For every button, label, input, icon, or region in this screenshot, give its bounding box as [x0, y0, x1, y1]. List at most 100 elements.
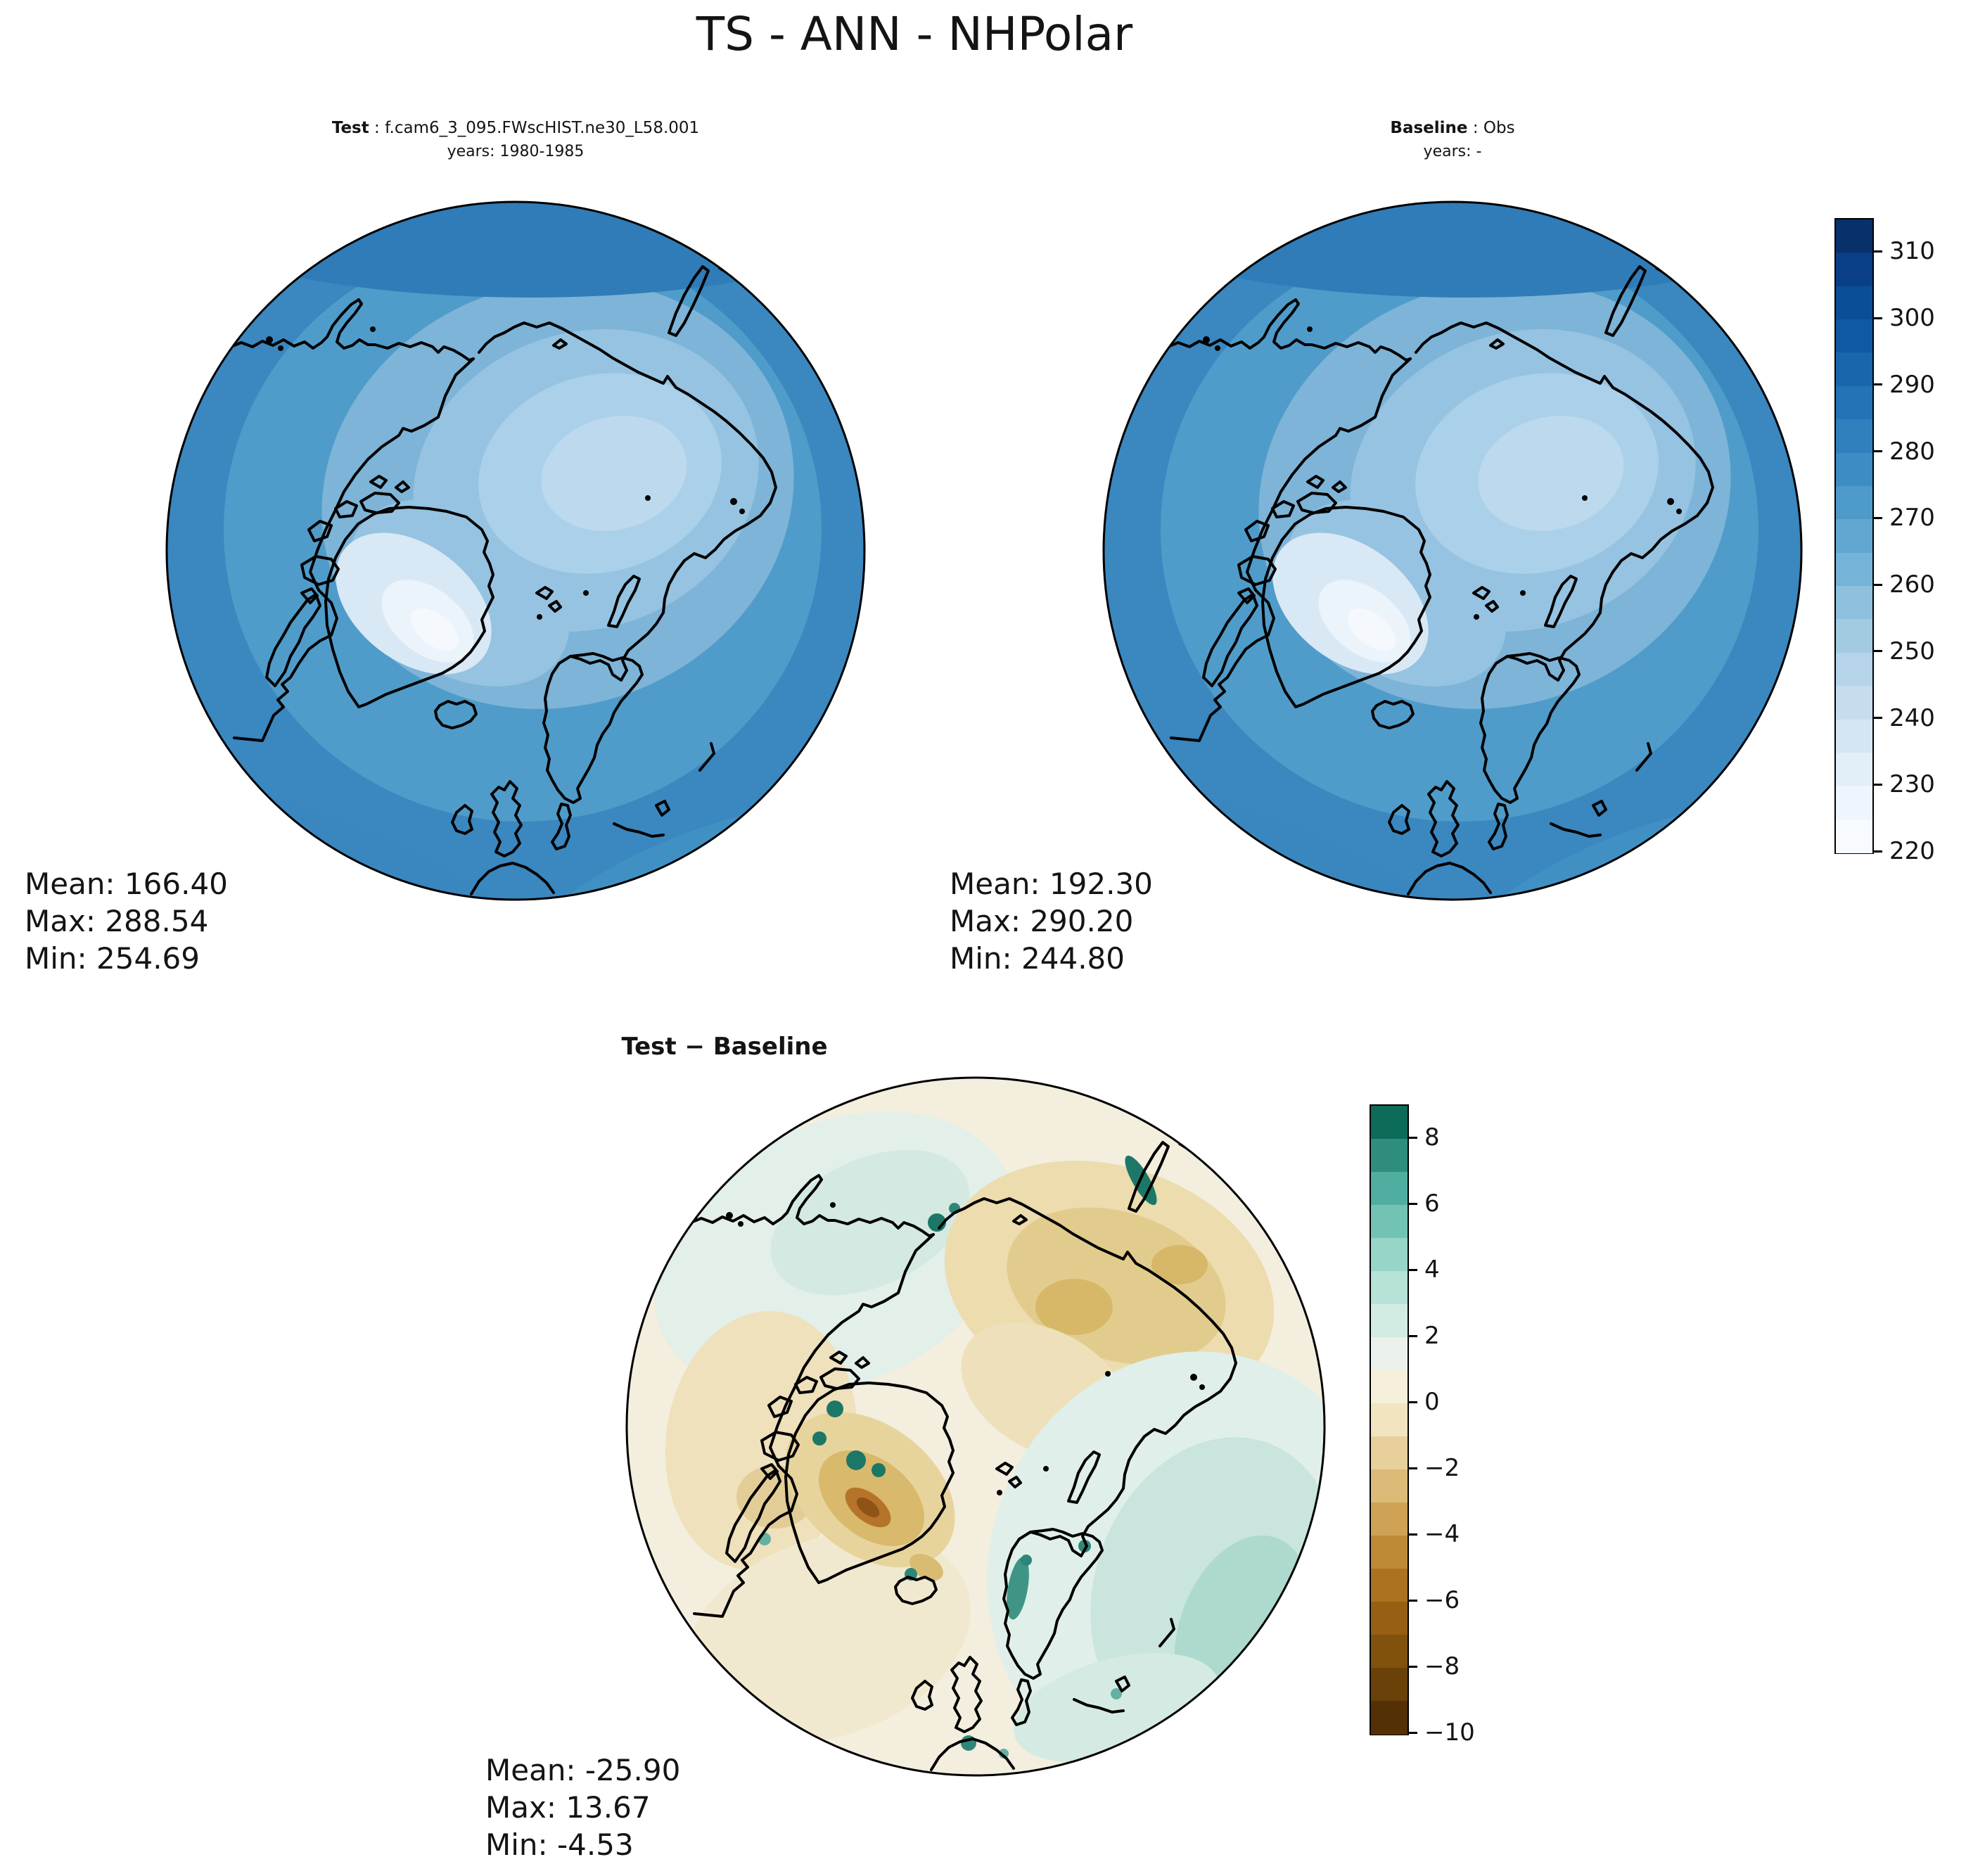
difference-colorbar-segment: [1371, 1668, 1408, 1702]
temperature-colorbar-segment: [1836, 219, 1872, 253]
difference-colorbar-tick-label: 0: [1424, 1388, 1440, 1416]
diff-stat-max: Max: 13.67: [485, 1790, 651, 1825]
temperature-colorbar-tick: [1872, 583, 1882, 586]
baseline-stat-min: Min: 244.80: [950, 941, 1125, 976]
difference-colorbar-segment: [1371, 1701, 1408, 1735]
baseline-years: years: -: [1423, 143, 1482, 160]
difference-colorbar-tick: [1408, 1400, 1417, 1403]
baseline-label: Baseline: [1390, 119, 1468, 137]
temperature-colorbar-tick: [1872, 450, 1882, 453]
baseline-stat-max: Max: 290.20: [950, 904, 1134, 938]
difference-colorbar-segment: [1371, 1238, 1408, 1272]
difference-colorbar-tick: [1408, 1533, 1417, 1536]
temperature-colorbar-segment: [1836, 619, 1872, 653]
difference-colorbar-segment: [1371, 1502, 1408, 1536]
temperature-colorbar-tick: [1872, 650, 1882, 653]
difference-colorbar-segment: [1371, 1602, 1408, 1635]
difference-colorbar-tick: [1408, 1268, 1417, 1271]
difference-colorbar-segment: [1371, 1139, 1408, 1173]
temperature-colorbar-tick-label: 250: [1889, 637, 1935, 665]
test-panel-subtitle-line1: Test : f.cam6_3_095.FWscHIST.ne30_L58.00…: [164, 117, 867, 140]
temperature-colorbar-tick: [1872, 516, 1882, 519]
difference-colorbar-tick-label: −8: [1424, 1652, 1460, 1680]
difference-colorbar-segment: [1371, 1106, 1408, 1140]
difference-colorbar-tick: [1408, 1467, 1417, 1469]
temperature-colorbar-tick-label: 240: [1889, 703, 1935, 732]
temperature-colorbar-tick: [1872, 250, 1882, 253]
temperature-colorbar-segment: [1836, 352, 1872, 387]
difference-colorbar-tick: [1408, 1599, 1417, 1602]
difference-colorbar-tick-label: −6: [1424, 1586, 1460, 1614]
difference-colorbar-segment: [1371, 1370, 1408, 1404]
temperature-colorbar-tick: [1872, 850, 1882, 853]
test-map: [164, 199, 867, 902]
temperature-colorbar-tick-label: 280: [1889, 437, 1935, 466]
difference-colorbar-segment: [1371, 1337, 1408, 1371]
test-stat-min: Min: 254.69: [25, 941, 200, 976]
difference-colorbar-bar: [1370, 1104, 1409, 1735]
temperature-colorbar-tick-label: 220: [1889, 837, 1935, 865]
figure-title: TS - ANN - NHPolar: [696, 7, 1133, 61]
test-label: Test: [331, 119, 369, 137]
difference-colorbar-segment: [1371, 1469, 1408, 1503]
temperature-colorbar-segment: [1836, 419, 1872, 454]
difference-colorbar-tick-label: −2: [1424, 1454, 1460, 1482]
difference-colorbar-segment: [1371, 1271, 1408, 1305]
temperature-colorbar-tick-label: 310: [1889, 237, 1935, 266]
temperature-colorbar-tick: [1872, 717, 1882, 720]
temperature-colorbar-tick: [1872, 383, 1882, 386]
temperature-colorbar-segment: [1836, 485, 1872, 520]
temperature-colorbar-segment: [1836, 719, 1872, 753]
test-sep: :: [369, 119, 385, 137]
difference-colorbar-segment: [1371, 1635, 1408, 1668]
temperature-colorbar-tick-label: 230: [1889, 770, 1935, 799]
test-stat-mean: Mean: 166.40: [25, 867, 228, 901]
test-run-name: f.cam6_3_095.FWscHIST.ne30_L58.001: [385, 119, 700, 137]
difference-colorbar-tick-label: −4: [1424, 1520, 1460, 1548]
difference-colorbar-tick: [1408, 1665, 1417, 1668]
temperature-colorbar-segment: [1836, 786, 1872, 820]
temperature-colorbar-tick-label: 300: [1889, 304, 1935, 333]
diff-stat-min: Min: -4.53: [485, 1827, 634, 1862]
temperature-colorbar-tick: [1872, 317, 1882, 319]
temperature-colorbar-segment: [1836, 652, 1872, 687]
temperature-colorbar-segment: [1836, 519, 1872, 554]
temperature-colorbar-segment: [1836, 319, 1872, 354]
temperature-colorbar-segment: [1836, 385, 1872, 420]
temperature-colorbar-segment: [1836, 586, 1872, 620]
difference-colorbar-segment: [1371, 1304, 1408, 1338]
difference-colorbar-segment: [1371, 1172, 1408, 1206]
test-stat-max: Max: 288.54: [25, 904, 209, 938]
baseline-panel-subtitle: Baseline : Obs years: -: [1101, 117, 1804, 163]
baseline-run-name: Obs: [1483, 119, 1515, 137]
baseline-stats: Mean: 192.30 Max: 290.20 Min: 244.80: [950, 865, 1153, 977]
difference-colorbar-tick-label: −10: [1424, 1718, 1475, 1747]
test-stats: Mean: 166.40 Max: 288.54 Min: 254.69: [25, 865, 228, 977]
diff-stat-mean: Mean: -25.90: [485, 1753, 681, 1787]
difference-colorbar-tick: [1408, 1731, 1417, 1734]
test-panel-subtitle: Test : f.cam6_3_095.FWscHIST.ne30_L58.00…: [164, 117, 867, 163]
difference-colorbar-segment: [1371, 1536, 1408, 1569]
temperature-colorbar-tick: [1872, 783, 1882, 786]
baseline-stat-mean: Mean: 192.30: [950, 867, 1153, 901]
temperature-colorbar-segment: [1836, 552, 1872, 587]
difference-colorbar-segment: [1371, 1436, 1408, 1470]
baseline-panel-subtitle-line1: Baseline : Obs: [1101, 117, 1804, 140]
temperature-colorbar-segment: [1836, 752, 1872, 786]
difference-colorbar-tick: [1408, 1334, 1417, 1337]
temperature-colorbar-segment: [1836, 253, 1872, 287]
diff-stats: Mean: -25.90 Max: 13.67 Min: -4.53: [485, 1751, 680, 1863]
difference-colorbar-tick-label: 2: [1424, 1322, 1440, 1350]
diff-panel-title: Test − Baseline: [621, 1033, 828, 1061]
difference-colorbar-tick-label: 4: [1424, 1256, 1440, 1284]
temperature-colorbar-tick-label: 260: [1889, 570, 1935, 599]
difference-colorbar-tick-label: 8: [1424, 1123, 1440, 1151]
diff-map: [624, 1075, 1327, 1778]
temperature-colorbar-segment: [1836, 686, 1872, 720]
difference-colorbar-segment: [1371, 1205, 1408, 1239]
difference-colorbar-tick-label: 6: [1424, 1189, 1440, 1218]
difference-colorbar-segment: [1371, 1403, 1408, 1437]
temperature-colorbar-bar: [1834, 218, 1874, 854]
difference-colorbar-tick: [1408, 1202, 1417, 1205]
